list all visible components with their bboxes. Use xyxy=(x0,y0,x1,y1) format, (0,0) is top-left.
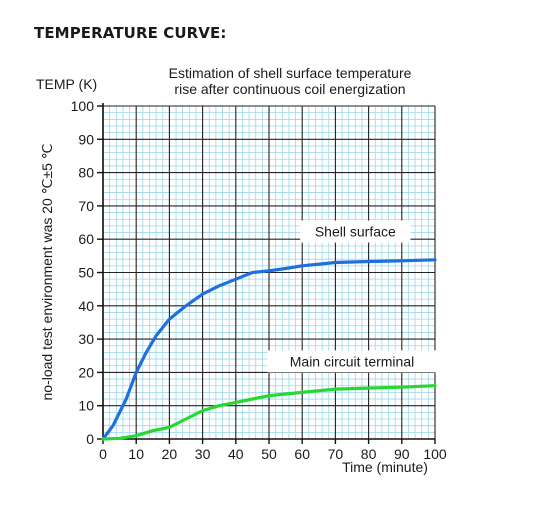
x-tick-label: 100 xyxy=(423,446,447,462)
y-axis-label: TEMP (K) xyxy=(36,76,97,92)
series-layer xyxy=(101,258,437,441)
series-label-1: Shell surface xyxy=(315,224,396,240)
chart-title: Estimation of shell surface temperature r… xyxy=(169,65,412,97)
x-tick-label: 30 xyxy=(195,446,211,462)
series-label-2: Main circuit terminal xyxy=(290,353,414,369)
series-line-1 xyxy=(101,258,437,441)
series-line-2 xyxy=(101,384,437,441)
page-heading: TEMPERATURE CURVE: xyxy=(34,24,227,42)
x-tick-label: 50 xyxy=(261,446,277,462)
x-tick-label: 20 xyxy=(162,446,178,462)
axes: 0 10 20 30 40 50 60 70 80 90 100 0 10 20 30 40 50 60 70 80 9… xyxy=(71,98,447,462)
chart-title-line: Estimation of shell surface temperature xyxy=(169,65,412,81)
x-tick-label: 40 xyxy=(228,446,244,462)
y-tick-label: 0 xyxy=(86,431,94,447)
grid xyxy=(102,105,436,440)
y-tick-label: 80 xyxy=(78,165,94,181)
labels: Shell surface Main circuit terminal xyxy=(267,220,437,373)
y-tick-label: 90 xyxy=(78,131,94,147)
y-tick-label: 10 xyxy=(78,398,94,414)
y-tick-label: 50 xyxy=(78,265,94,281)
x-tick-label: 70 xyxy=(328,446,344,462)
y-tick-label: 100 xyxy=(71,98,95,114)
x-tick-label: 60 xyxy=(294,446,310,462)
x-tick-label: 10 xyxy=(128,446,144,462)
y-tick-label: 40 xyxy=(78,298,94,314)
y-tick-label: 60 xyxy=(78,231,94,247)
y-tick-label: 30 xyxy=(78,331,94,347)
annotation-bg xyxy=(267,350,437,373)
x-tick-label: 0 xyxy=(99,446,107,462)
y-tick-label: 20 xyxy=(78,364,94,380)
y-tick-label: 70 xyxy=(78,198,94,214)
y-axis-side-note: no-load test environment was 20 ℃±5 ℃ xyxy=(39,143,55,400)
x-tick-label: 90 xyxy=(394,446,410,462)
chart-title-line: rise after continuous coil energization xyxy=(174,81,405,97)
x-axis-label: Time (minute) xyxy=(342,459,428,475)
x-tick-label: 80 xyxy=(361,446,377,462)
annotation-bg xyxy=(300,220,411,243)
